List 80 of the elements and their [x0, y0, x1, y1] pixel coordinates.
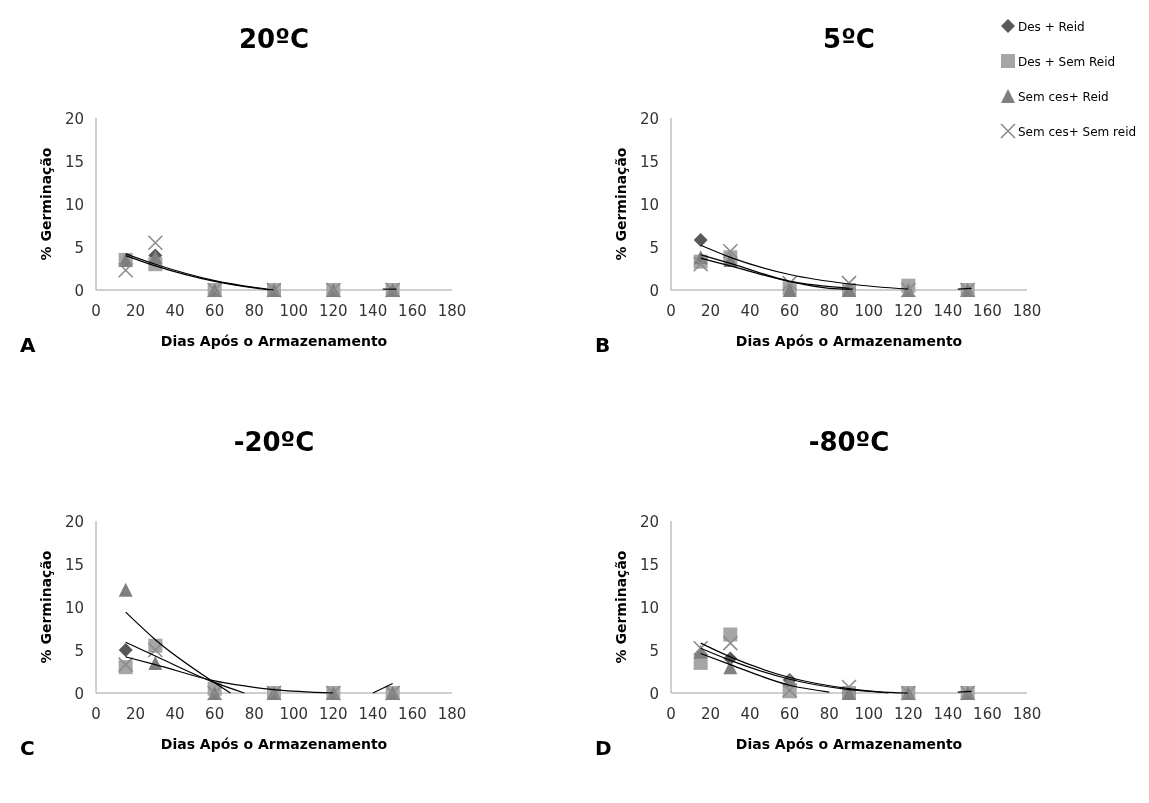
text: A: [20, 333, 36, 357]
x-tick-label: 140: [358, 705, 388, 723]
x-tick-label: 60: [205, 302, 225, 320]
y-tick-label: 15: [64, 153, 84, 171]
y-tick-label: 15: [639, 153, 659, 171]
y-tick-label: 0: [74, 282, 84, 300]
y-tick-label: 10: [64, 196, 84, 214]
chart-title: 20ºC: [239, 24, 309, 54]
x-tick-label: 60: [780, 705, 800, 723]
chart-title: -20ºC: [233, 427, 315, 457]
x-tick-label: 0: [91, 705, 101, 723]
x-tick-label: 120: [319, 705, 348, 723]
x-tick-label: 120: [319, 302, 348, 320]
x-axis-title: Dias Após o Armazenamento: [160, 736, 388, 752]
x-tick-label: 180: [1012, 705, 1042, 723]
x-tick-label: 120: [894, 302, 923, 320]
x-tick-label: 100: [854, 705, 884, 723]
x-tick-label: 80: [819, 705, 839, 723]
text: C: [20, 736, 35, 760]
y-tick-label: 20: [639, 513, 659, 531]
x-tick-label: 140: [933, 302, 963, 320]
x-tick-label: 160: [973, 302, 1002, 320]
y-axis-title: % Germinação: [38, 550, 54, 664]
x-tick-label: 100: [279, 705, 309, 723]
x-tick-label: 180: [437, 705, 467, 723]
chart-title: 5ºC: [823, 24, 875, 54]
y-tick-label: 10: [64, 599, 84, 617]
x-tick-label: 160: [973, 705, 1002, 723]
x-tick-label: 160: [398, 302, 427, 320]
y-tick-label: 20: [639, 110, 659, 128]
x-tick-label: 100: [279, 302, 309, 320]
y-tick-label: 15: [64, 556, 84, 574]
x-tick-label: 0: [666, 302, 676, 320]
x-tick-label: 20: [701, 302, 721, 320]
x-tick-label: 180: [437, 302, 467, 320]
chart-title: -80ºC: [808, 427, 890, 457]
y-tick-label: 0: [74, 685, 84, 703]
x-axis-title: Dias Após o Armazenamento: [160, 333, 388, 349]
x-tick-label: 40: [165, 302, 185, 320]
y-tick-label: 0: [649, 282, 659, 300]
y-tick-label: 10: [639, 196, 659, 214]
x-axis-title: Dias Após o Armazenamento: [735, 333, 963, 349]
legend-label: Sem ces+ Reid: [1018, 90, 1109, 104]
y-axis-title: % Germinação: [613, 147, 629, 261]
legend-label: Des + Reid: [1018, 20, 1085, 34]
y-tick-label: 5: [649, 642, 659, 660]
x-tick-label: 60: [780, 302, 800, 320]
x-tick-label: 20: [701, 705, 721, 723]
x-tick-label: 40: [165, 705, 185, 723]
text: B: [595, 333, 611, 357]
y-tick-label: 10: [639, 599, 659, 617]
x-tick-label: 20: [126, 705, 146, 723]
x-tick-label: 80: [244, 705, 264, 723]
x-tick-label: 40: [740, 705, 760, 723]
x-tick-label: 160: [398, 705, 427, 723]
legend-label: Des + Sem Reid: [1018, 55, 1116, 69]
text: D: [595, 736, 612, 760]
y-axis-title: % Germinação: [38, 147, 54, 261]
y-tick-label: 0: [649, 685, 659, 703]
x-tick-label: 140: [358, 302, 388, 320]
x-tick-label: 80: [244, 302, 264, 320]
x-tick-label: 100: [854, 302, 884, 320]
y-tick-label: 15: [639, 556, 659, 574]
y-tick-label: 5: [74, 642, 84, 660]
y-tick-label: 20: [64, 513, 84, 531]
y-tick-label: 20: [64, 110, 84, 128]
x-tick-label: 40: [740, 302, 760, 320]
x-tick-label: 20: [126, 302, 146, 320]
x-tick-label: 0: [666, 705, 676, 723]
y-axis-title: % Germinação: [613, 550, 629, 664]
x-tick-label: 120: [894, 705, 923, 723]
x-tick-label: 0: [91, 302, 101, 320]
x-tick-label: 60: [205, 705, 225, 723]
y-tick-label: 5: [649, 239, 659, 257]
x-tick-label: 180: [1012, 302, 1042, 320]
x-tick-label: 80: [819, 302, 839, 320]
x-axis-title: Dias Após o Armazenamento: [735, 736, 963, 752]
x-tick-label: 140: [933, 705, 963, 723]
legend-label: Sem ces+ Sem reid: [1018, 125, 1137, 139]
y-tick-label: 5: [74, 239, 84, 257]
